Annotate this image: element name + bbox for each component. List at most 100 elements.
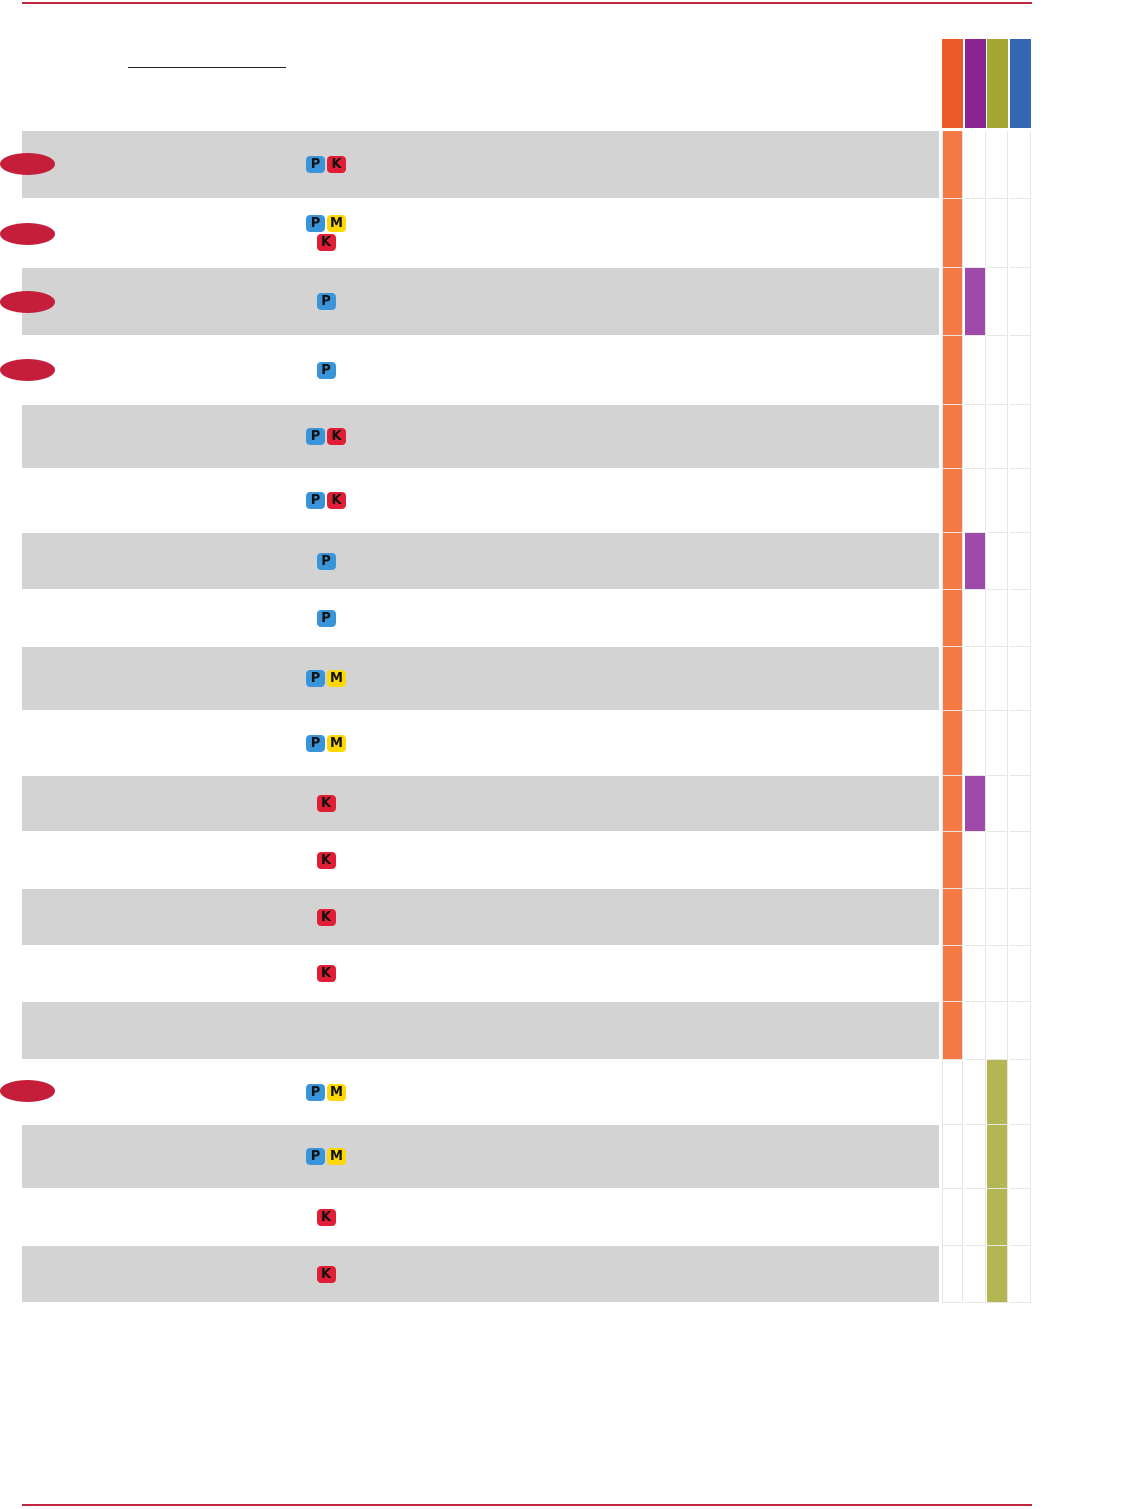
indicator-cell [1010,336,1031,405]
indicator-cell [965,533,986,590]
badge-group: P [300,553,352,570]
badge-k: K [316,852,336,869]
row-band [22,711,939,775]
indicator-cell [1010,1246,1031,1303]
badge-p: P [306,492,325,509]
badge-group: K [300,1209,352,1226]
row-marker [0,153,55,175]
indicator-cell [965,647,986,711]
indicator-cell [965,1189,986,1246]
top-rule [22,2,1032,4]
row-marker [0,359,55,381]
table-row: K [0,832,1123,889]
badge-p: P [306,735,325,752]
indicator-cell [942,1189,963,1246]
row-band [22,131,939,198]
indicator-cell [942,776,963,832]
badge-group: K [300,909,352,926]
indicator-cell [942,405,963,469]
indicator-cell [987,711,1008,776]
indicator-cell [987,1125,1008,1189]
badge-group: P [300,293,352,310]
badge-p: P [316,553,336,570]
row-band [22,1189,939,1245]
indicator-cell [987,533,1008,590]
row-marker [0,223,55,245]
row-band [22,1125,939,1188]
badge-p: P [316,293,336,310]
badge-k: K [316,965,336,982]
badge-m: M [327,215,346,232]
header-column-3 [987,39,1008,128]
indicator-cell [987,1189,1008,1246]
indicator-cell [1010,647,1031,711]
row-band [22,889,939,945]
table-row: K [0,1246,1123,1303]
indicator-cell [1010,469,1031,533]
indicator-cell [987,336,1008,405]
row-band [22,533,939,589]
badge-k: K [316,795,336,812]
badge-p: P [316,362,336,379]
table-row [0,1002,1123,1060]
indicator-cell [965,776,986,832]
indicator-cell [942,1246,963,1303]
header-column-2 [965,39,986,128]
indicator-cell [1010,711,1031,776]
indicator-cell [942,199,963,268]
badge-p: P [306,1148,325,1165]
badge-k: K [327,428,346,445]
indicator-cell [965,131,986,199]
indicator-cell [965,946,986,1002]
indicator-cell [942,1002,963,1060]
indicator-cell [1010,199,1031,268]
heading-underline [128,67,286,68]
badge-m: M [327,1148,346,1165]
indicator-cell [942,946,963,1002]
table-row: K [0,946,1123,1002]
row-band [22,946,939,1001]
indicator-cell [987,889,1008,946]
row-band [22,199,939,267]
indicator-cell [965,1246,986,1303]
indicator-cell [1010,776,1031,832]
indicator-cell [965,268,986,336]
indicator-cell [987,268,1008,336]
row-band [22,776,939,831]
table-row: K [0,776,1123,832]
indicator-cell [1010,590,1031,647]
table-row: K [0,889,1123,946]
indicator-cell [1010,1189,1031,1246]
badge-k: K [327,156,346,173]
indicator-cell [965,469,986,533]
badge-group: P [300,610,352,627]
indicator-cell [1010,889,1031,946]
indicator-cell [1010,405,1031,469]
indicator-cell [987,405,1008,469]
badge-p: P [306,1084,325,1101]
indicator-cell [942,469,963,533]
table-row: P [0,336,1123,405]
badge-k: K [316,1266,336,1283]
indicator-cell [1010,832,1031,889]
indicator-cell [987,1246,1008,1303]
badge-m: M [327,670,346,687]
badge-group: K [300,852,352,869]
indicator-cell [1010,268,1031,336]
indicator-cell [965,1060,986,1125]
row-band [22,590,939,646]
indicator-cell [942,268,963,336]
indicator-cell [987,131,1008,199]
header-column-1 [942,39,963,128]
